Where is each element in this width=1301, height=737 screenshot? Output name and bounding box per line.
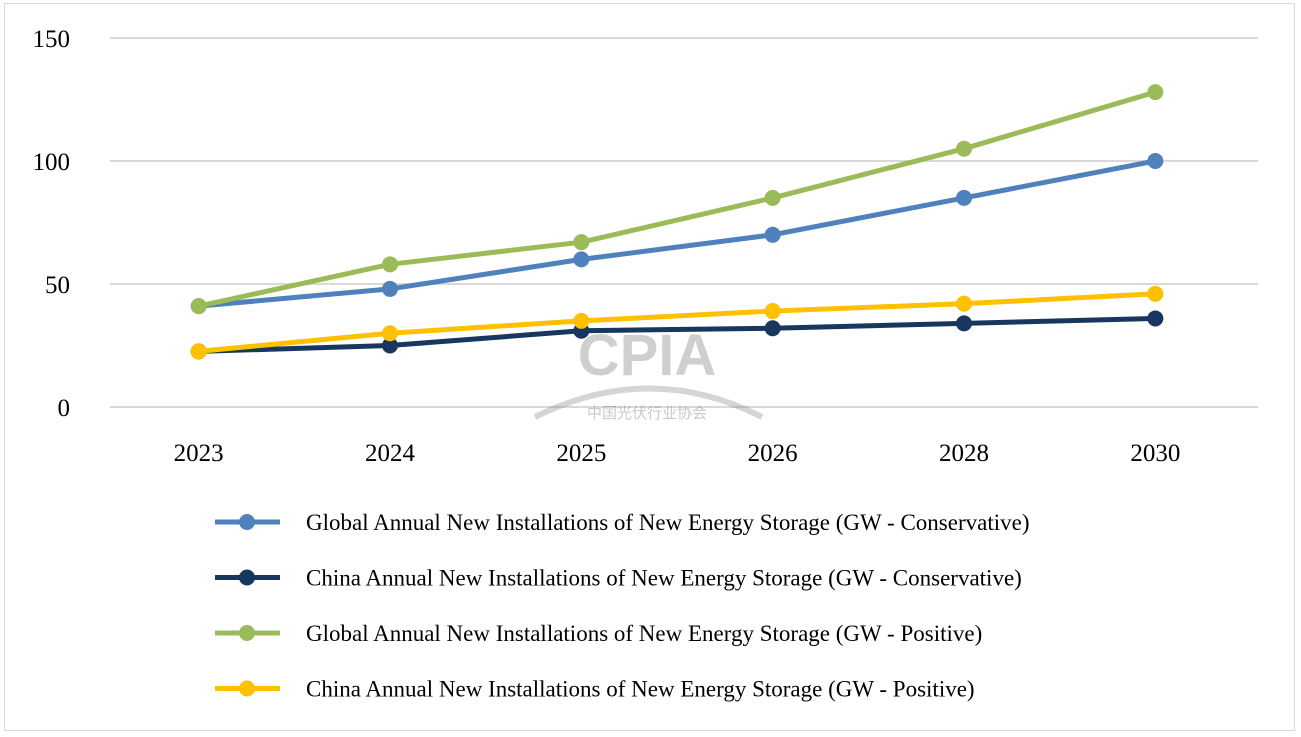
data-point [1147, 285, 1164, 302]
series-group [190, 84, 1164, 360]
series-2 [190, 84, 1164, 315]
data-point [382, 256, 398, 273]
legend-swatch-marker [239, 514, 255, 530]
legend-swatch-marker [239, 625, 255, 641]
y-tick-label: 50 [45, 272, 70, 299]
x-tick-label: 2028 [939, 440, 989, 467]
cpia-watermark: CPIA 中国光伏行业协会 [533, 323, 764, 422]
series-0 [190, 153, 1164, 315]
data-point [1147, 153, 1164, 169]
data-point [1147, 310, 1164, 327]
x-tick-label: 2026 [748, 440, 798, 467]
legend-label: Global Annual New Installations of New E… [306, 510, 1029, 535]
data-point [190, 343, 207, 360]
data-point [956, 315, 972, 332]
x-tick-label: 2023 [174, 440, 224, 467]
series-line [198, 89, 1157, 309]
series-3 [190, 285, 1164, 360]
legend-label: China Annual New Installations of New En… [306, 566, 1022, 591]
data-point [382, 325, 398, 342]
legend-swatch-marker [239, 569, 255, 586]
y-axis-ticks: 0 50 100 150 [33, 26, 71, 422]
watermark-logo-text: CPIA [578, 323, 717, 388]
x-axis-ticks: 2023 2024 2025 2026 2028 2030 [174, 440, 1181, 467]
x-tick-label: 2025 [556, 440, 606, 467]
legend-label: Global Annual New Installations of New E… [306, 621, 982, 646]
data-point [573, 234, 590, 251]
data-point [956, 295, 972, 312]
series-line [198, 158, 1156, 309]
data-point [382, 280, 398, 297]
chart-frame [4, 3, 1295, 731]
legend-item: China Annual New Installations of New En… [215, 566, 1022, 591]
legend-item: China Annual New Installations of New En… [215, 677, 975, 702]
legend-label: China Annual New Installations of New En… [306, 677, 975, 702]
data-point [764, 226, 781, 243]
legend-swatch-marker [239, 680, 255, 697]
x-tick-label: 2024 [365, 440, 416, 467]
y-tick-label: 150 [33, 26, 71, 53]
legend-item: Global Annual New Installations of New E… [215, 510, 1029, 535]
y-tick-label: 0 [58, 395, 71, 422]
data-point [1147, 84, 1164, 101]
data-point [956, 189, 972, 206]
data-point [190, 298, 207, 315]
data-point [764, 303, 781, 320]
data-point [956, 140, 972, 157]
watermark-arc [533, 385, 764, 420]
legend: Global Annual New Installations of New E… [215, 510, 1029, 702]
data-point [382, 337, 398, 354]
legend-item: Global Annual New Installations of New E… [215, 621, 982, 646]
series-line [198, 291, 1156, 354]
data-point [764, 320, 781, 337]
series-1 [190, 310, 1164, 360]
data-point [764, 189, 781, 206]
data-point [573, 251, 590, 268]
data-point [573, 312, 590, 329]
watermark-subtitle: 中国光伏行业协会 [587, 404, 707, 422]
series-line [198, 315, 1156, 354]
y-tick-label: 100 [33, 149, 71, 176]
x-tick-label: 2030 [1130, 440, 1180, 467]
